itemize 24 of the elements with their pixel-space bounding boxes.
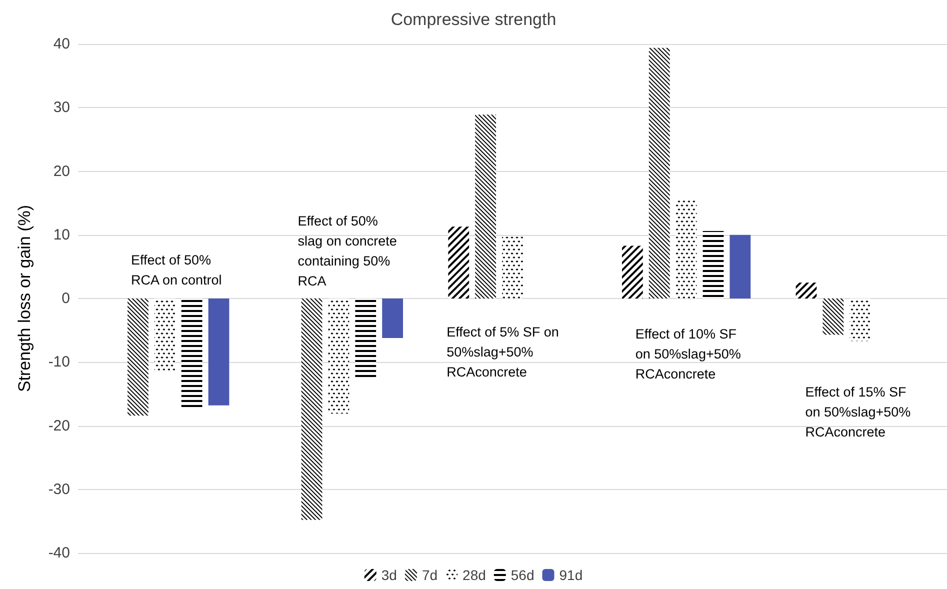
y-axis-title: Strength loss or gain (%)	[15, 204, 34, 392]
y-tick-label: -30	[48, 480, 70, 498]
legend-label: 91d	[559, 567, 583, 583]
y-tick-label: -40	[48, 544, 70, 562]
y-tick-label: 40	[53, 36, 70, 52]
annotation: Effect of 50% RCA on control	[131, 252, 222, 288]
legend-label: 28d	[462, 567, 486, 583]
y-tick-label: 0	[62, 290, 70, 307]
y-tick-label: -10	[48, 354, 70, 371]
legend-label: 3d	[381, 567, 397, 583]
annotation: Effect of 10% SF on 50%slag+50% RCAconcrete	[635, 326, 741, 382]
y-tick-label: 30	[53, 99, 70, 116]
bar	[382, 298, 404, 338]
y-tick-label: -20	[48, 417, 70, 434]
annotation: Effect of 5% SF on 50%slag+50% RCAconcrete	[446, 324, 559, 380]
y-tick-label: 10	[53, 226, 70, 244]
bar	[730, 234, 751, 298]
annotation: Effect of 50% slag on concrete containing 50% RCA	[298, 214, 397, 288]
y-tick-label: 20	[53, 162, 70, 180]
bar	[208, 298, 230, 406]
annotation: Effect of 15% SF on 50%slag+50% RCAconcrete	[805, 384, 911, 440]
legend-label: 56d	[510, 567, 534, 583]
chart-title: Compressive strength	[390, 10, 556, 29]
legend-label: 7d	[422, 567, 438, 583]
